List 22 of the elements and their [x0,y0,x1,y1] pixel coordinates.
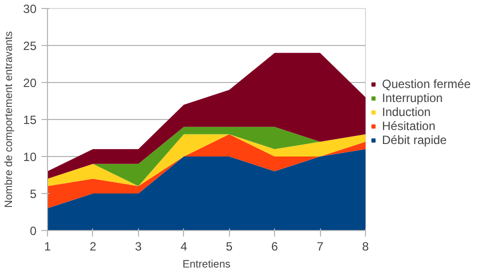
y-axis-title: Nombre de comportement entravants [3,31,16,208]
y-tick-label: 30 [23,2,37,16]
x-axis-title: Entretiens [182,258,230,270]
legend-label: Hésitation [382,118,436,132]
legend-label: Interruption [382,90,443,104]
x-tick-label: 7 [316,240,324,254]
x-tick-label: 4 [180,240,188,254]
y-tick-label: 5 [30,187,37,201]
x-tick-label: 1 [44,240,52,254]
legend-label: Question fermée [382,76,471,90]
legend-label: Induction [382,104,431,118]
y-tick-label: 0 [30,224,37,238]
x-tick-label: 5 [226,240,233,254]
y-tick-label: 10 [23,150,37,164]
legend-label: Débit rapide [382,132,447,146]
x-tick-label: 6 [271,240,278,254]
x-tick-label: 3 [135,240,142,254]
x-tick-label: 8 [362,240,370,254]
y-tick-label: 25 [23,39,37,53]
y-tick-label: 20 [23,76,37,90]
x-tick-label: 2 [90,240,97,254]
y-tick-label: 15 [23,113,37,127]
